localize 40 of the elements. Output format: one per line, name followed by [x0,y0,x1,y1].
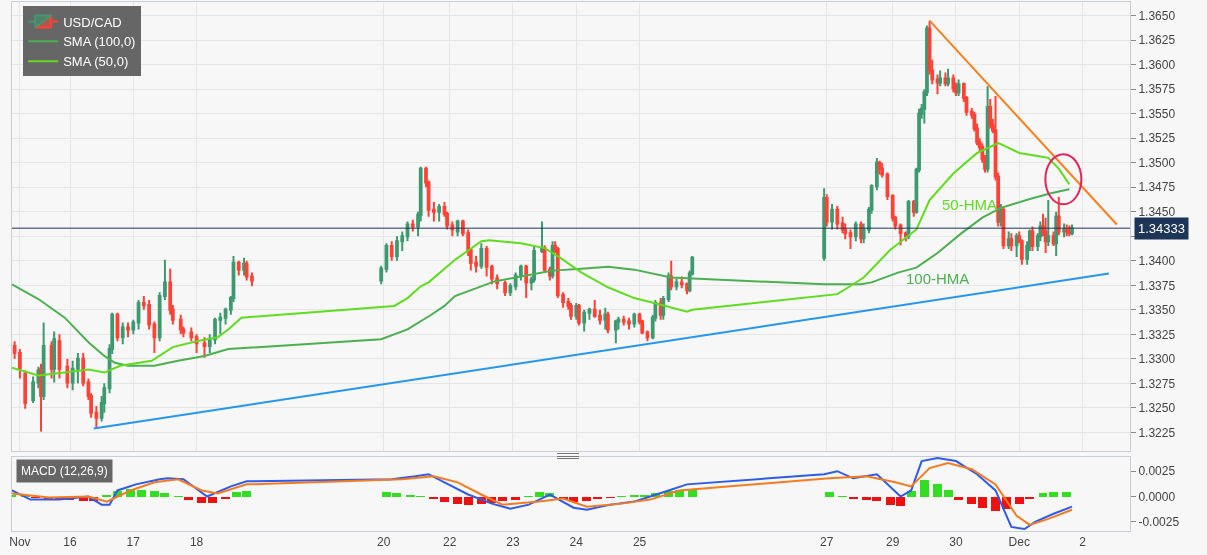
x-tick-label: 25 [632,535,647,550]
y-tick-label: 1.3625 [1138,33,1176,48]
y-tick-label: 1.3475 [1138,180,1176,195]
y-tick-label: -0.0025 [1138,515,1180,530]
y-tick-label: 1.3600 [1138,57,1176,72]
y-tick-label: 0.0025 [1138,464,1176,479]
x-tick-label: 22 [443,535,457,550]
y-tick-label: 1.3325 [1138,327,1176,342]
x-tick-label: 16 [63,535,77,550]
y-tick-label: 1.3650 [1138,8,1176,23]
ref-line-label: 1.34333 [1138,221,1185,236]
x-tick-label: 18 [189,535,204,550]
x-tick-label: 27 [820,535,834,550]
legend-label: SMA (100,0) [63,34,136,50]
y-tick-label: 1.3575 [1138,82,1176,97]
x-tick-label: 29 [886,535,900,550]
legend-label: USD/CAD [63,14,122,30]
y-tick-label: 1.3275 [1138,376,1176,391]
y-tick-label: 1.3225 [1138,425,1176,440]
x-tick-label: 24 [569,535,584,550]
y-tick-label: 1.3250 [1138,401,1176,416]
y-tick-label: 1.3300 [1138,352,1176,367]
y-tick-label: 1.3525 [1138,131,1176,146]
x-tick-label: 23 [506,535,520,550]
x-tick-label: 17 [126,535,141,550]
legend-label: SMA (50,0) [63,54,129,70]
y-tick-label: 1.3400 [1138,254,1176,269]
y-tick-label: 1.3375 [1138,278,1176,293]
y-tick-label: 1.3500 [1138,155,1176,170]
y-tick-label: 1.3550 [1138,106,1176,121]
y-tick-label: 1.3350 [1138,303,1176,318]
x-tick-label: 30 [949,535,963,550]
y-tick-label: 1.3450 [1138,204,1176,219]
x-tick-label: 2 [1079,535,1087,550]
x-tick-label: 20 [377,535,391,550]
text: MACD (12,26,9) [21,464,108,478]
x-tick-label: Nov [9,535,31,550]
y-tick-label: 0.0000 [1138,489,1176,504]
annotation: 100-HMA [906,270,970,287]
x-tick-label: Dec [1008,535,1030,550]
